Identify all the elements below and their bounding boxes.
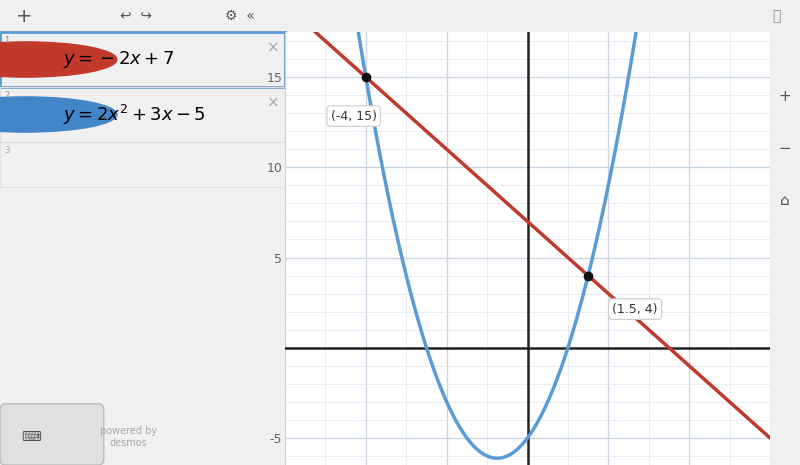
Text: +: + (16, 7, 32, 26)
Text: $y = -2x + 7$: $y = -2x + 7$ (62, 49, 174, 70)
Circle shape (0, 97, 117, 132)
Text: 🔧: 🔧 (772, 9, 780, 23)
Text: +: + (778, 89, 791, 105)
Text: 3: 3 (4, 146, 10, 154)
Text: 2: 2 (4, 92, 10, 100)
Text: ×: × (267, 40, 280, 55)
Text: $y = 2x^2 + 3x - 5$: $y = 2x^2 + 3x - 5$ (62, 102, 206, 126)
Text: powered by
desmos: powered by desmos (100, 426, 157, 448)
Circle shape (0, 42, 117, 77)
Text: ×: × (267, 95, 280, 110)
Text: ↩  ↪: ↩ ↪ (120, 9, 152, 23)
Text: ⌂: ⌂ (780, 193, 790, 208)
Text: (1.5, 4): (1.5, 4) (612, 303, 658, 316)
Text: ⌨: ⌨ (22, 430, 42, 444)
Text: (-4, 15): (-4, 15) (330, 110, 377, 123)
Text: ⚙  «: ⚙ « (225, 9, 255, 23)
Text: −: − (778, 141, 791, 156)
FancyBboxPatch shape (0, 404, 104, 465)
Text: 1: 1 (4, 36, 10, 46)
